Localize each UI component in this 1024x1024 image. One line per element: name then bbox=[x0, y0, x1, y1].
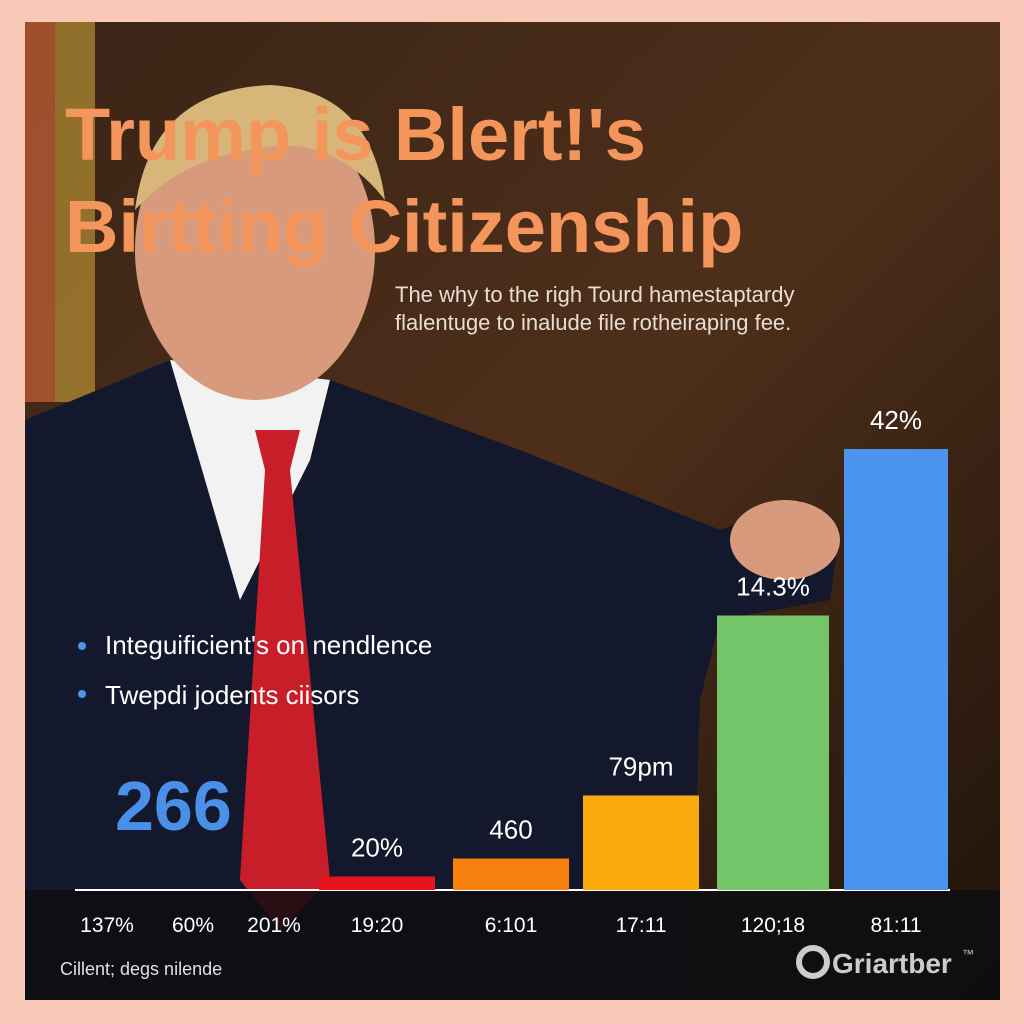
bar bbox=[453, 858, 569, 890]
footer: Cillent; degs nilende bbox=[60, 959, 222, 979]
logo-mark: ™ bbox=[962, 947, 974, 961]
bar bbox=[583, 795, 699, 890]
hair bbox=[135, 85, 385, 210]
title-line: Trump is Blert!'s bbox=[65, 93, 646, 176]
x-tick-label: 60% bbox=[172, 914, 214, 937]
bar-label: 79pm bbox=[608, 752, 673, 782]
title-line: Birtting Citizenship bbox=[65, 185, 743, 268]
bullet-dot bbox=[78, 690, 86, 698]
hand bbox=[730, 500, 840, 580]
subtitle-line: The why to the righ Tourd hamestaptardy bbox=[395, 282, 794, 307]
bar-label: 460 bbox=[489, 815, 532, 845]
bar-label: 14.3% bbox=[736, 572, 810, 602]
x-tick-label: 19:20 bbox=[351, 914, 404, 937]
big-number: 266 bbox=[115, 767, 232, 845]
bar bbox=[319, 876, 435, 890]
x-tick-label: 201% bbox=[247, 914, 301, 937]
x-tick-label: 6:101 bbox=[485, 914, 538, 937]
footer-band bbox=[25, 890, 1000, 1000]
logo-icon bbox=[796, 945, 830, 979]
bar bbox=[717, 615, 829, 890]
bar-label: 42% bbox=[870, 405, 922, 435]
bullet: Integuificient's on nendlence bbox=[105, 630, 432, 660]
x-tick-label: 81:11 bbox=[871, 914, 922, 937]
bullet: Twepdi jodents ciisors bbox=[105, 680, 359, 710]
x-tick-label: 137% bbox=[80, 914, 134, 937]
logo: Griartber bbox=[832, 948, 952, 979]
bullet-dot bbox=[78, 642, 86, 650]
bar-label: 20% bbox=[351, 833, 403, 863]
face bbox=[135, 100, 375, 400]
bar bbox=[844, 449, 948, 890]
x-tick-label: 17:11 bbox=[616, 914, 667, 937]
flag-stripe bbox=[25, 22, 55, 402]
tie bbox=[240, 430, 330, 930]
x-tick-label: 120;18 bbox=[741, 914, 805, 937]
subtitle-line: flalentuge to inalude file rotheiraping … bbox=[395, 310, 791, 335]
shirt bbox=[170, 360, 330, 600]
